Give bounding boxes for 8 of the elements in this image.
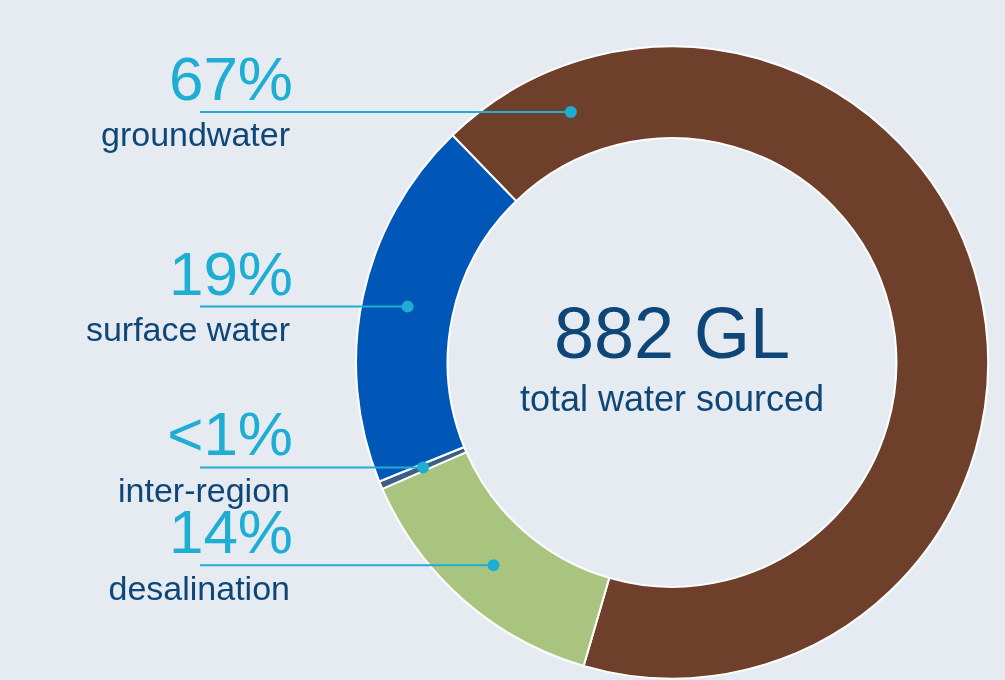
- slice-label: groundwater: [100, 115, 290, 154]
- text: 882 GL: [553, 292, 791, 373]
- slice-label: surface water: [85, 310, 290, 348]
- slice-label: desalination: [108, 568, 290, 607]
- text: total water sourced: [519, 377, 825, 419]
- data-label: <1%: [167, 399, 293, 469]
- data-label: 67%: [168, 43, 293, 113]
- data-label: 19%: [168, 238, 293, 308]
